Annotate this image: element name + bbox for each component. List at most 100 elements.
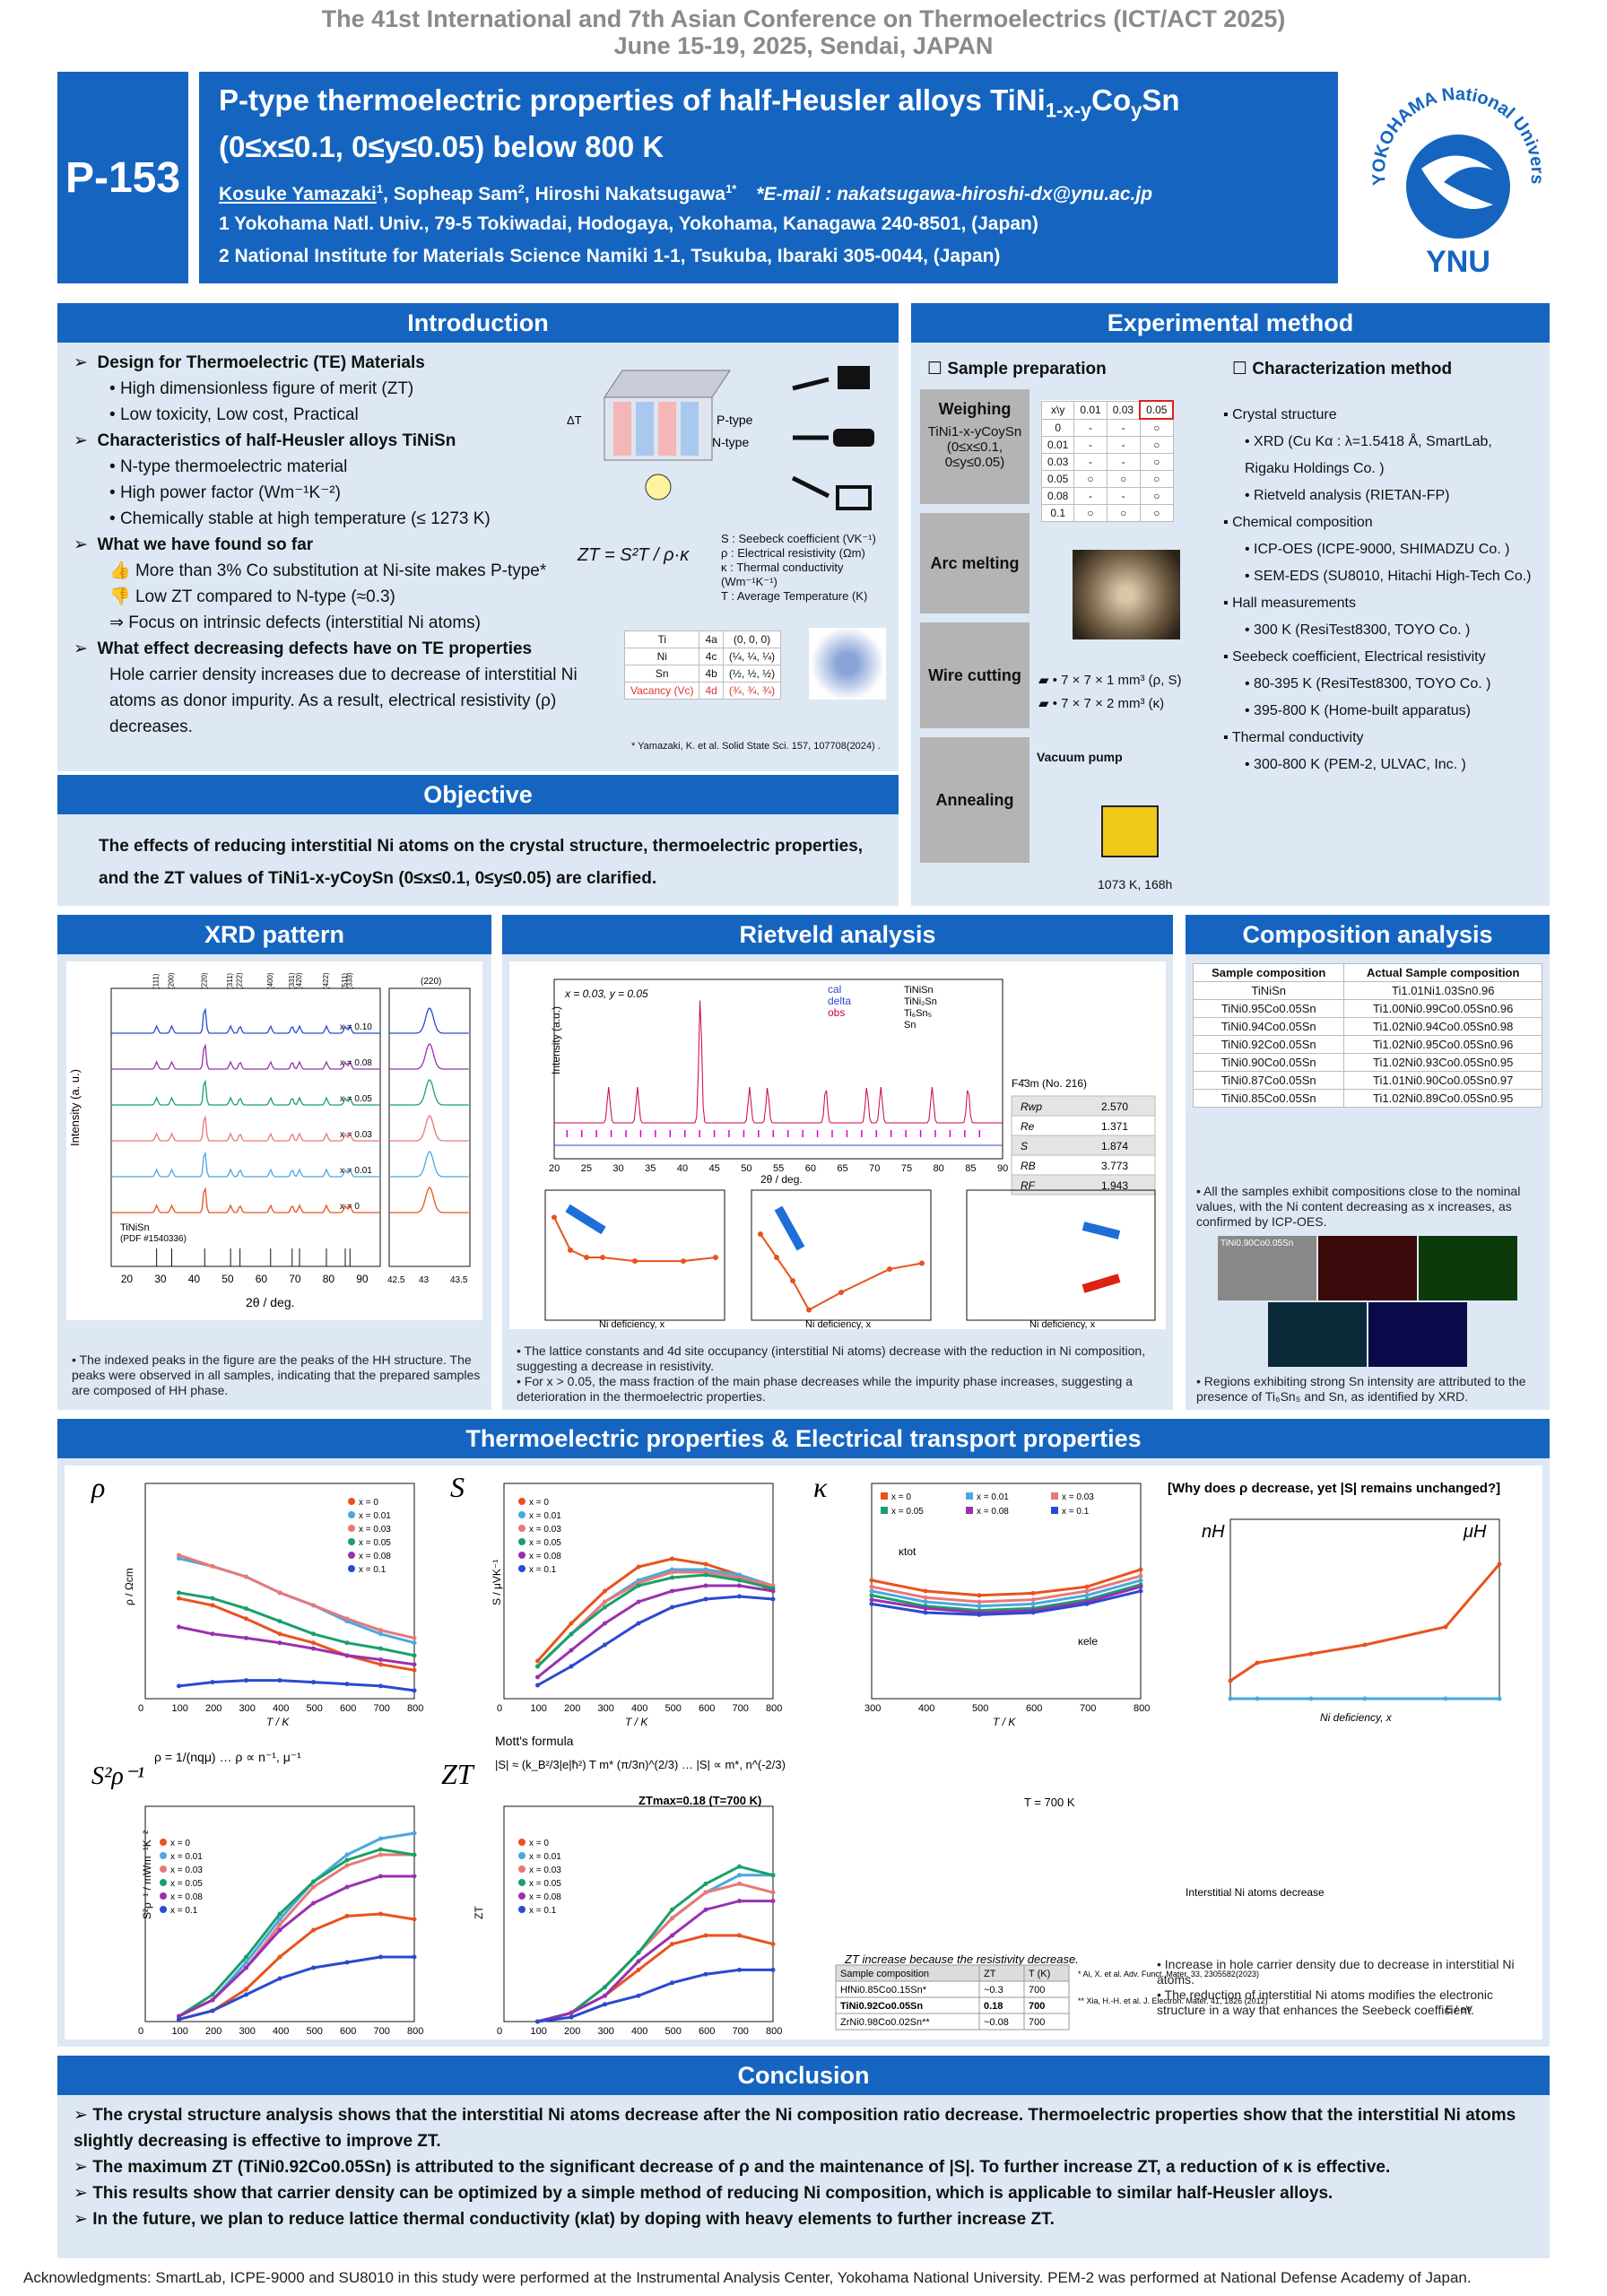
- intro-reference: * Yamazaki, K. et al. Solid State Sci. 1…: [631, 741, 881, 752]
- t-axis-label: T / K: [993, 1716, 1016, 1728]
- arc-melted-ingot-photo: [1073, 550, 1180, 639]
- xrd-tick: 40: [188, 1273, 201, 1285]
- t-tick: 0: [497, 1703, 502, 1714]
- seebeck-formula: |S| ≈ (k_B²/3|e|ħ²) T m* (π/3n)^(2/3) … …: [495, 1758, 786, 1771]
- xrd-inset-trace: [389, 1043, 469, 1070]
- composition-heading: Composition analysis: [1186, 915, 1550, 954]
- riet-xtick: 35: [645, 1163, 656, 1174]
- data-point: [378, 1954, 383, 1960]
- data-point: [737, 1881, 742, 1886]
- conclusion-heading: Conclusion: [57, 2056, 1550, 2095]
- data-point: [535, 2019, 540, 2024]
- data-point: [344, 1616, 350, 1622]
- legend-marker: [518, 1906, 526, 1913]
- ynu-logo: YOKOHAMA National University YNU: [1359, 70, 1547, 279]
- data-point: [703, 1907, 708, 1912]
- zt-max-label: ZTmax=0.18 (T=700 K): [638, 1794, 761, 1807]
- data-point: [1443, 1696, 1448, 1701]
- eds-map-ti: [1318, 1236, 1417, 1300]
- data-point: [869, 1578, 874, 1583]
- series-line: [178, 1848, 415, 2018]
- data-point: [1255, 1660, 1260, 1665]
- zt-formula: ZT = S²T / ρ·κ: [578, 545, 690, 565]
- data-point: [177, 2013, 181, 2019]
- data-point: [378, 1852, 383, 1857]
- legend-marker: [518, 1565, 526, 1572]
- sem-image: TiNi0.90Co0.05Sn: [1218, 1236, 1316, 1300]
- data-point: [344, 1857, 350, 1863]
- data-point: [1362, 1696, 1368, 1701]
- nh-xlabel: Ni deficiency, x: [1320, 1711, 1393, 1724]
- legend-entry: x = 0.01: [170, 1852, 203, 1862]
- data-point: [277, 1590, 282, 1596]
- legend-marker: [160, 1879, 167, 1886]
- param-name: S: [1021, 1140, 1028, 1152]
- intro-item: 👎 Low ZT compared to N-type (≈0.3): [109, 587, 395, 606]
- data-point: [603, 1993, 607, 1998]
- t-tick: 400: [273, 2026, 289, 2037]
- legend-marker: [518, 1498, 526, 1505]
- data-point: [603, 1599, 607, 1605]
- data-point: [703, 1890, 708, 1895]
- data-point: [378, 1628, 383, 1633]
- param-value: 2.570: [1101, 1100, 1128, 1113]
- data-point: [277, 1631, 282, 1637]
- data-point: [378, 1683, 383, 1689]
- legend-marker: [348, 1511, 355, 1518]
- data-point: [1362, 1642, 1368, 1648]
- data-point: [869, 1588, 874, 1594]
- data-point: [770, 1942, 776, 1947]
- series-line: [871, 1578, 1142, 1608]
- furnace-icon: [1101, 805, 1159, 857]
- t-tick: 400: [631, 1703, 647, 1714]
- xrd-ref1: TiNiSn: [120, 1222, 150, 1233]
- sub-xlabel-3: Ni deficiency, x: [1029, 1319, 1096, 1329]
- legend-marker: [518, 1511, 526, 1518]
- param-name: Re: [1021, 1120, 1035, 1133]
- data-point: [412, 1640, 417, 1646]
- data-point: [636, 1959, 641, 1964]
- data-point: [923, 1588, 928, 1594]
- intro-h4: ➢ What effect decreasing defects have on…: [74, 639, 533, 658]
- xrd-inset-tick: 42.5: [387, 1275, 405, 1285]
- intro-item: ⇒ Focus on intrinsic defects (interstiti…: [109, 613, 481, 632]
- t-axis-label: T / K: [266, 1716, 290, 1728]
- data-point: [244, 1574, 248, 1579]
- data-point: [670, 1942, 674, 1947]
- legend-entry: x = 0: [170, 1839, 190, 1848]
- legend-entry: x = 0.05: [170, 1879, 203, 1889]
- data-point: [1084, 1588, 1090, 1594]
- data-point: [569, 1664, 574, 1669]
- series-line: [871, 1574, 1142, 1604]
- data-point: [977, 1599, 982, 1605]
- sub-xlabel-2: Ni deficiency, x: [805, 1319, 872, 1329]
- xrd-trace-label: x = 0.10: [340, 1022, 372, 1032]
- data-point: [378, 1662, 383, 1667]
- xrd-trace-label: x = 0.05: [340, 1094, 372, 1104]
- riet-xtick: 55: [773, 1163, 784, 1174]
- data-point: [535, 1674, 540, 1680]
- legend-entry: x = 0: [359, 1498, 378, 1508]
- riet-xtick: 25: [581, 1163, 592, 1174]
- legend-entry: x = 0: [529, 1839, 549, 1848]
- data-point: [311, 1603, 316, 1608]
- param-name: Rwp: [1021, 1100, 1042, 1113]
- legend-entry: x = 0.03: [529, 1525, 561, 1535]
- data-point: [244, 1992, 248, 1997]
- t-tick: 400: [918, 1703, 934, 1714]
- data-point: [311, 1884, 316, 1890]
- xrd-trace: [111, 1079, 380, 1106]
- zt-table-cell: Sample composition: [840, 1969, 929, 1979]
- legend-delta: delta: [828, 995, 851, 1007]
- xrd-tick: 30: [154, 1273, 167, 1285]
- data-point: [737, 1873, 742, 1878]
- lightbulb-icon: [645, 474, 672, 500]
- data-point: [770, 1899, 776, 1904]
- experimental-panel: Experimental method ☐ Sample preparation…: [911, 303, 1550, 906]
- introduction-panel: Introduction ➢ Design for Thermoelectric…: [57, 303, 899, 771]
- data-point: [244, 1987, 248, 1992]
- thermo-figures: 0 100 200 300 400 500 600 700 800 T / K x = 0 x = 0…: [65, 1465, 1542, 2039]
- data-point: [1138, 1588, 1143, 1594]
- xrd-ylabel: Intensity (a. u.): [68, 1069, 82, 1146]
- series-line: [178, 1874, 414, 2018]
